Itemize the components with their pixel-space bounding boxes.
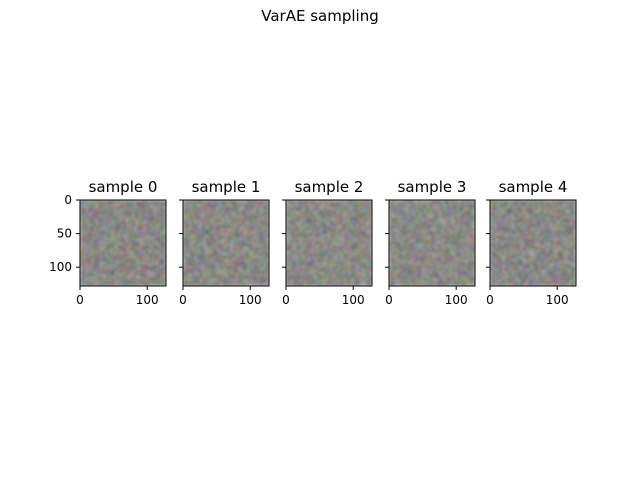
x-tick-label: 0: [385, 293, 393, 307]
axes-frame: [285, 199, 373, 287]
y-tick-label: 0: [64, 193, 72, 207]
x-tick-label: 0: [282, 293, 290, 307]
sample-image: [80, 200, 166, 286]
panel-title: sample 0: [89, 178, 158, 196]
x-tick-label: 100: [546, 293, 569, 307]
sample-image: [286, 200, 372, 286]
x-tick-label: 100: [342, 293, 365, 307]
x-tick-label: 100: [136, 293, 159, 307]
x-tick-label: 0: [76, 293, 84, 307]
sample-image: [183, 200, 269, 286]
x-tick-label: 100: [445, 293, 468, 307]
y-tick-label: 50: [57, 227, 72, 241]
axes-frame: [182, 199, 270, 287]
sample-image: [389, 200, 475, 286]
x-tick-label: 0: [486, 293, 494, 307]
sample-image: [490, 200, 576, 286]
sample-panel-1: sample 1 0 100: [179, 178, 270, 307]
axes-frame: [388, 199, 476, 287]
sample-panel-3: sample 3 0 100: [385, 178, 476, 307]
panel-title: sample 2: [295, 178, 364, 196]
sample-panel-0: sample 0 0 100 0 50 100: [49, 178, 167, 307]
sample-panel-2: sample 2 0 100: [282, 178, 373, 307]
sample-panel-4: sample 4 0 100: [486, 178, 577, 307]
figure-title: VarAE sampling: [261, 7, 378, 25]
y-tick-label: 100: [49, 260, 72, 274]
panels-group: sample 0 0 100 0 50 100 sample 1 0 100 sample 2 0 1…: [49, 178, 577, 307]
x-tick-label: 100: [239, 293, 262, 307]
panel-title: sample 1: [192, 178, 261, 196]
x-tick-label: 0: [179, 293, 187, 307]
axes-frame: [489, 199, 577, 287]
axes-frame: [79, 199, 167, 287]
panel-title: sample 3: [398, 178, 467, 196]
panel-title: sample 4: [499, 178, 568, 196]
